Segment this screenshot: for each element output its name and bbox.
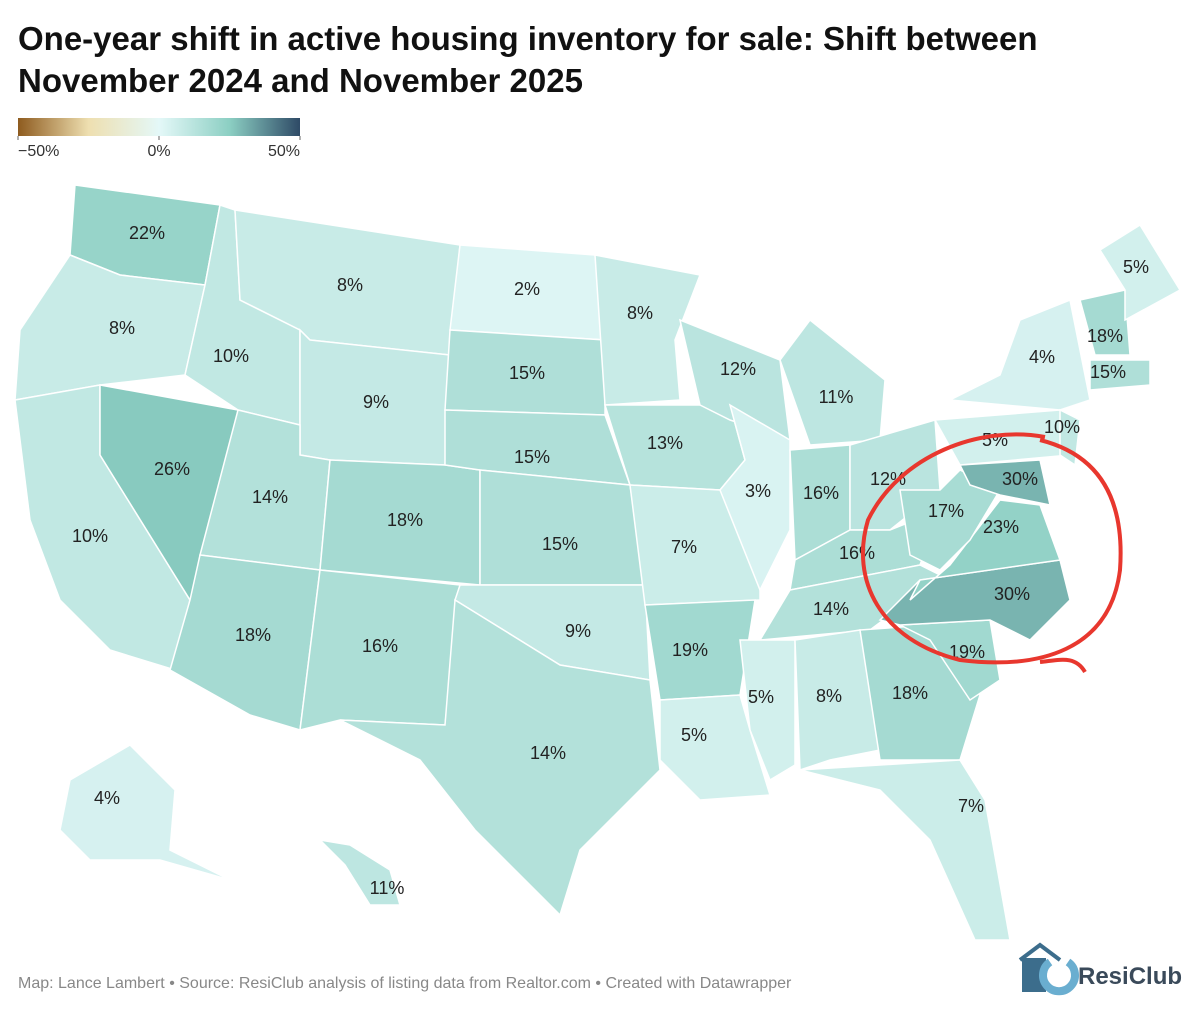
state-value-label: 22%: [129, 223, 165, 243]
state-value-label: 10%: [1044, 417, 1080, 437]
state-value-label: 16%: [362, 636, 398, 656]
state-value-label: 15%: [1090, 362, 1126, 382]
state-value-label: 8%: [109, 318, 135, 338]
state-region: [317, 838, 401, 906]
state-value-label: 5%: [748, 687, 774, 707]
state-value-label: 18%: [1087, 326, 1123, 346]
color-legend: [18, 118, 300, 136]
state-value-label: 18%: [235, 625, 271, 645]
labels: 22% 8% 10% 26% 10% 8% 9% 14% 18% 18% 16% 2% 15% 15% 15…: [72, 223, 1149, 898]
state-region: [659, 694, 771, 801]
state-value-label: 11%: [370, 878, 405, 898]
logo-c: [1039, 958, 1079, 996]
state-value-label: 19%: [949, 642, 985, 662]
state-value-label: 8%: [627, 303, 653, 323]
state-region: [899, 469, 1002, 571]
state-region: [958, 459, 1051, 506]
state-value-label: 30%: [1002, 469, 1038, 489]
states: [14, 184, 1182, 941]
state-value-label: 16%: [839, 543, 875, 563]
legend-tick-label: −50%: [18, 143, 59, 160]
state-region: [1089, 359, 1151, 391]
state-region: [1079, 289, 1131, 356]
annotation-circle: [860, 432, 1123, 674]
state-value-label: 14%: [813, 599, 849, 619]
state-value-label: 5%: [681, 725, 707, 745]
brand-logo: [1018, 942, 1079, 996]
state-region: [1059, 408, 1081, 467]
state-value-label: 9%: [565, 621, 591, 641]
state-region: [339, 598, 661, 917]
state-value-label: 23%: [983, 517, 1019, 537]
state-value-label: 15%: [509, 363, 545, 383]
state-value-label: 9%: [363, 392, 389, 412]
state-value-label: 18%: [387, 510, 423, 530]
state-value-label: 4%: [1029, 347, 1055, 367]
state-value-label: 4%: [94, 788, 120, 808]
state-value-label: 30%: [994, 584, 1030, 604]
state-region: [909, 499, 1062, 601]
logo-roof: [1018, 942, 1062, 962]
state-value-label: 12%: [720, 359, 756, 379]
state-region: [14, 254, 206, 401]
state-value-label: 7%: [671, 537, 697, 557]
state-value-label: 8%: [337, 275, 363, 295]
state-region: [59, 744, 231, 881]
state-value-label: 7%: [958, 796, 984, 816]
state-region: [739, 639, 796, 782]
state-value-label: 17%: [928, 501, 964, 521]
state-value-label: 15%: [542, 534, 578, 554]
state-value-label: 5%: [982, 430, 1008, 450]
state-value-label: 12%: [870, 469, 906, 489]
source-note: Map: Lance Lambert • Source: ResiClub an…: [18, 975, 792, 992]
state-value-label: 14%: [530, 743, 566, 763]
state-value-label: 14%: [252, 487, 288, 507]
legend-tick-label: 0%: [147, 143, 170, 160]
state-value-label: 10%: [72, 526, 108, 546]
state-region: [719, 403, 791, 592]
state-value-label: 26%: [154, 459, 190, 479]
state-value-label: 15%: [514, 447, 550, 467]
state-value-label: 11%: [819, 387, 854, 407]
state-region: [594, 254, 702, 406]
state-value-label: 3%: [745, 481, 771, 501]
state-value-label: 16%: [803, 483, 839, 503]
state-region: [1098, 223, 1182, 322]
state-region: [779, 318, 886, 446]
state-value-label: 10%: [213, 346, 249, 366]
legend-tick-label: 50%: [268, 143, 300, 160]
state-region: [799, 759, 1011, 941]
state-region: [794, 629, 881, 772]
state-value-label: 13%: [647, 433, 683, 453]
brand-name: ResiClub: [1078, 963, 1183, 990]
state-region: [479, 469, 646, 586]
state-value-label: 19%: [672, 640, 708, 660]
state-value-label: 8%: [816, 686, 842, 706]
state-value-label: 2%: [514, 279, 540, 299]
chart-title: One-year shift in active housing invento…: [18, 20, 1038, 99]
state-value-label: 18%: [892, 683, 928, 703]
state-value-label: 5%: [1123, 257, 1149, 277]
state-region: [947, 298, 1091, 411]
